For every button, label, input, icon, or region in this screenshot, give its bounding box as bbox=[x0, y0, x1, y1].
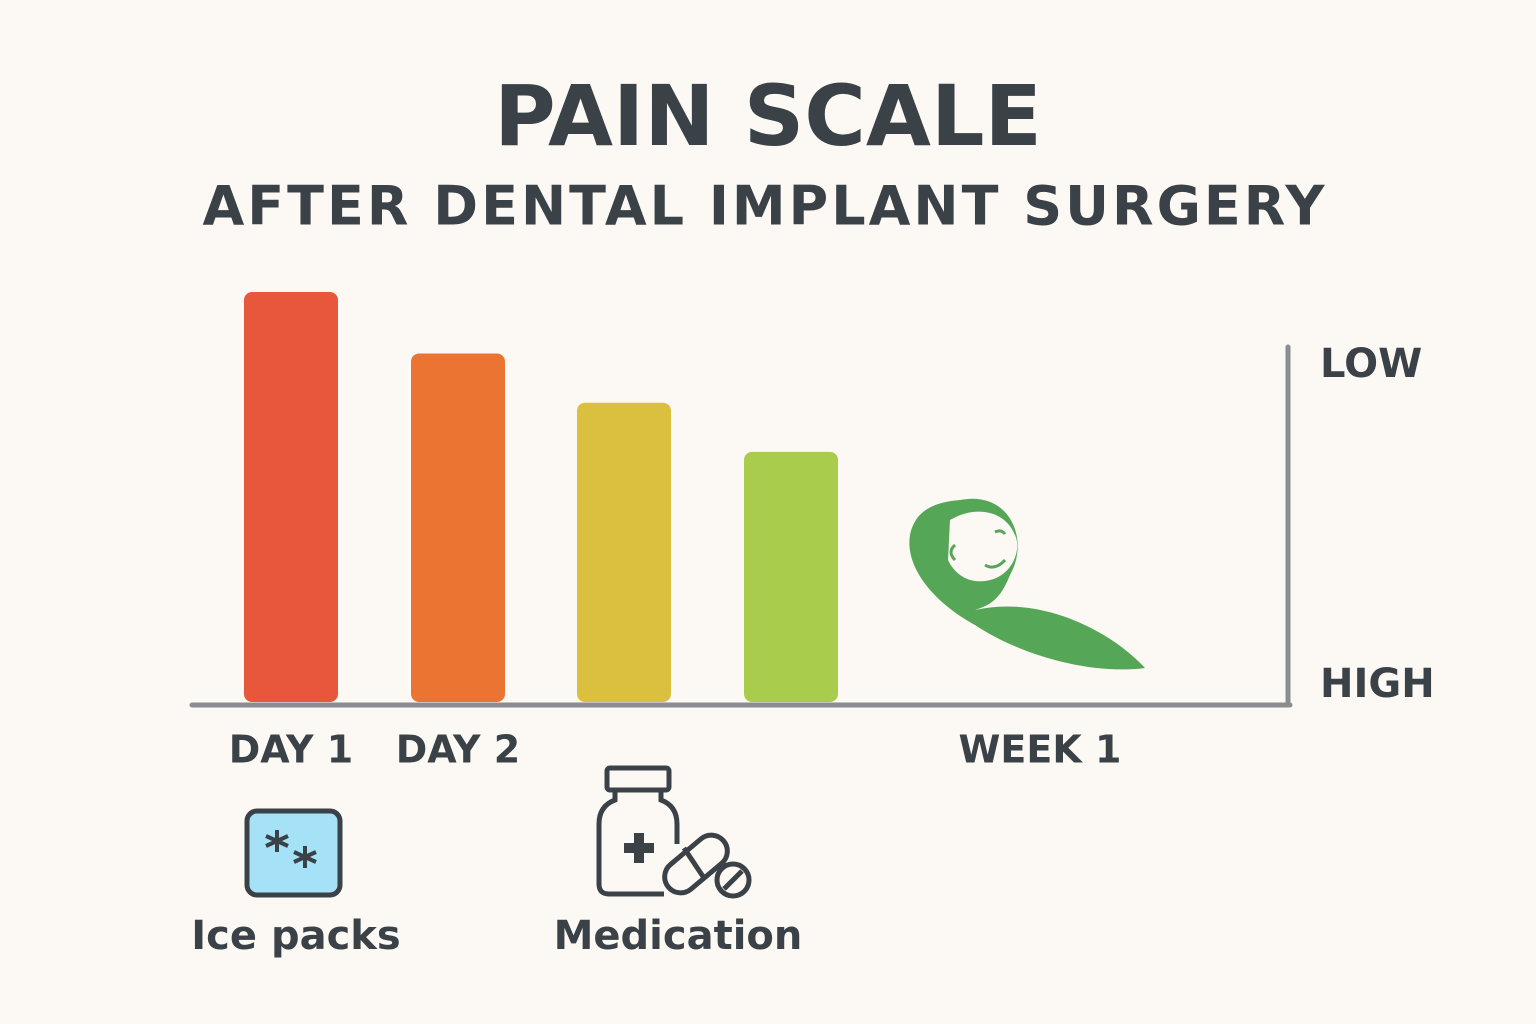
bar bbox=[577, 402, 671, 702]
note-label: Medication bbox=[554, 913, 803, 959]
x-tick-label: DAY 2 bbox=[396, 728, 521, 772]
chart-title: PAIN SCALE bbox=[494, 67, 1042, 165]
y-axis-label: LOW bbox=[1320, 341, 1422, 387]
medication-icon bbox=[596, 765, 752, 899]
y-axis-label: HIGH bbox=[1320, 661, 1435, 707]
recovery-illustration bbox=[909, 498, 1145, 670]
bar bbox=[244, 292, 338, 702]
chart-subtitle: AFTER DENTAL IMPLANT SURGERY bbox=[202, 175, 1327, 238]
bar bbox=[411, 353, 505, 702]
note-label: Ice packs bbox=[191, 913, 400, 959]
x-tick-label: WEEK 1 bbox=[959, 728, 1122, 772]
x-tick-label: DAY 1 bbox=[229, 728, 354, 772]
bar bbox=[744, 451, 838, 702]
ice-pack-icon bbox=[244, 808, 343, 898]
